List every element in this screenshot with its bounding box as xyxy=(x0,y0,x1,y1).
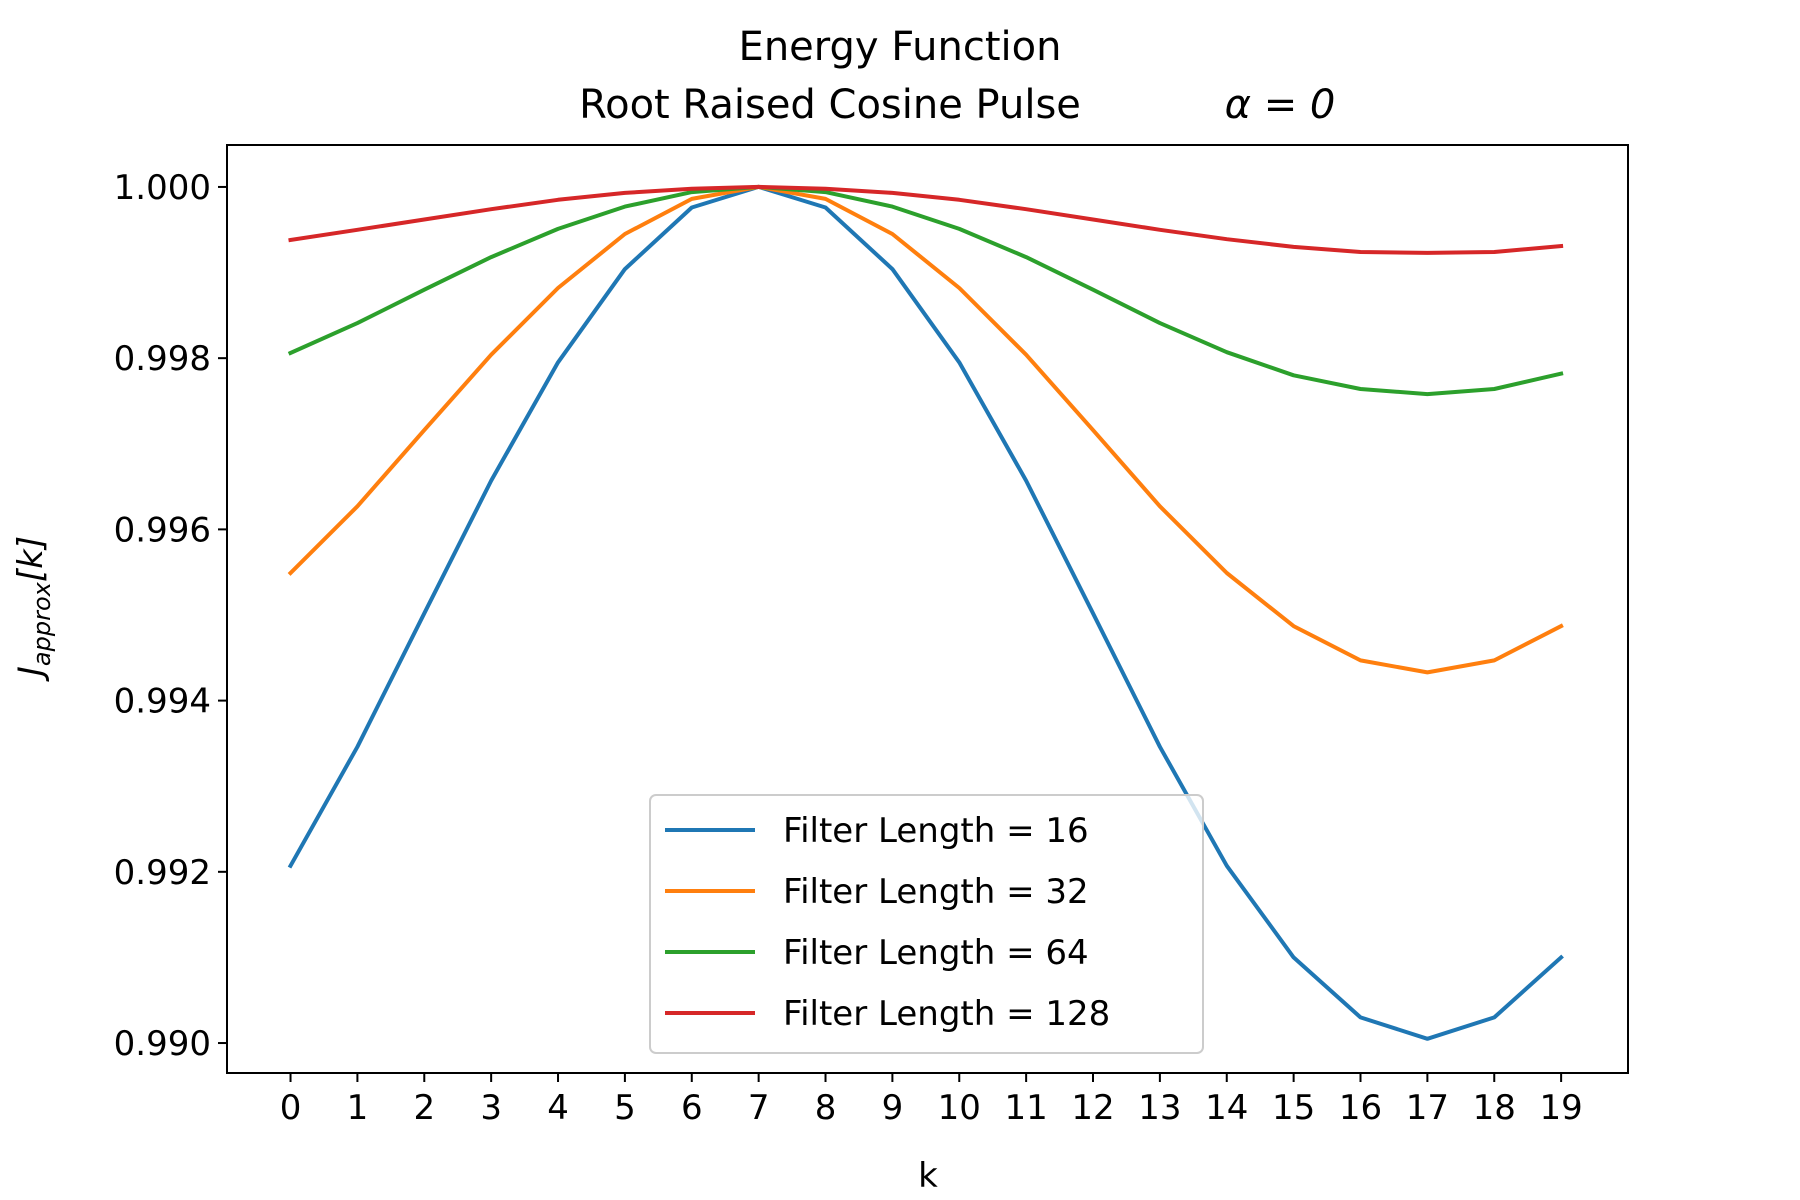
y-tick-label: 1.000 xyxy=(114,168,211,208)
chart-title: Energy Function xyxy=(739,24,1062,70)
series-line-3 xyxy=(287,184,1564,397)
legend-box xyxy=(649,794,1204,1054)
x-tick-label: 0 xyxy=(280,1088,302,1128)
x-tick-label: 19 xyxy=(1539,1088,1582,1128)
legend-entry: Filter Length = 128 xyxy=(783,994,1110,1034)
x-tick-label: 3 xyxy=(480,1088,502,1128)
y-axis: 0.990 0.992 0.994 0.996 0.998 1.000 xyxy=(114,168,227,1064)
x-tick-label: 5 xyxy=(614,1088,636,1128)
y-label-suffix: [k] xyxy=(11,536,51,582)
x-tick-label: 17 xyxy=(1406,1088,1449,1128)
y-tick-label: 0.994 xyxy=(114,682,211,722)
legend-entry: Filter Length = 32 xyxy=(783,872,1089,912)
x-tick-label: 4 xyxy=(547,1088,569,1128)
x-tick-label: 18 xyxy=(1473,1088,1516,1128)
x-tick-label: 11 xyxy=(1005,1088,1048,1128)
x-tick-label: 2 xyxy=(413,1088,435,1128)
x-tick-label: 7 xyxy=(748,1088,770,1128)
series-line-1 xyxy=(287,184,1564,1041)
x-tick-label: 10 xyxy=(938,1088,981,1128)
x-tick-label: 13 xyxy=(1138,1088,1181,1128)
x-axis: 0 1 2 3 4 5 6 7 8 9 10 11 12 13 14 15 16 17 18 19 xyxy=(280,1073,1583,1128)
y-tick-label: 0.998 xyxy=(114,339,211,379)
y-axis-label: Japprox[k] xyxy=(11,536,56,682)
legend-entry: Filter Length = 64 xyxy=(783,933,1089,973)
y-tick-label: 0.990 xyxy=(114,1024,211,1064)
x-tick-label: 8 xyxy=(815,1088,837,1128)
y-axis-label-text: Japprox[k] xyxy=(11,536,56,682)
y-tick-label: 0.992 xyxy=(114,853,211,893)
series-lines xyxy=(287,184,1564,1041)
y-tick-label: 0.996 xyxy=(114,510,211,550)
x-tick-label: 16 xyxy=(1339,1088,1382,1128)
x-tick-label: 1 xyxy=(347,1088,369,1128)
series-line-2 xyxy=(287,184,1564,675)
chart-subtitle-math: α = 0 xyxy=(1225,82,1336,128)
x-tick-label: 14 xyxy=(1205,1088,1248,1128)
x-tick-label: 9 xyxy=(882,1088,904,1128)
x-axis-label: k xyxy=(918,1156,938,1196)
x-tick-label: 6 xyxy=(681,1088,703,1128)
y-label-main: J xyxy=(11,666,51,682)
x-tick-label: 15 xyxy=(1272,1088,1315,1128)
series-line-4 xyxy=(288,184,1564,255)
legend: Filter Length = 16 Filter Length = 32 Filt… xyxy=(649,794,1204,1054)
x-tick-label: 12 xyxy=(1071,1088,1114,1128)
y-label-subscript: approx xyxy=(28,581,56,666)
chart-subtitle: Root Raised Cosine Pulse xyxy=(579,82,1081,128)
legend-entry: Filter Length = 16 xyxy=(783,811,1089,851)
